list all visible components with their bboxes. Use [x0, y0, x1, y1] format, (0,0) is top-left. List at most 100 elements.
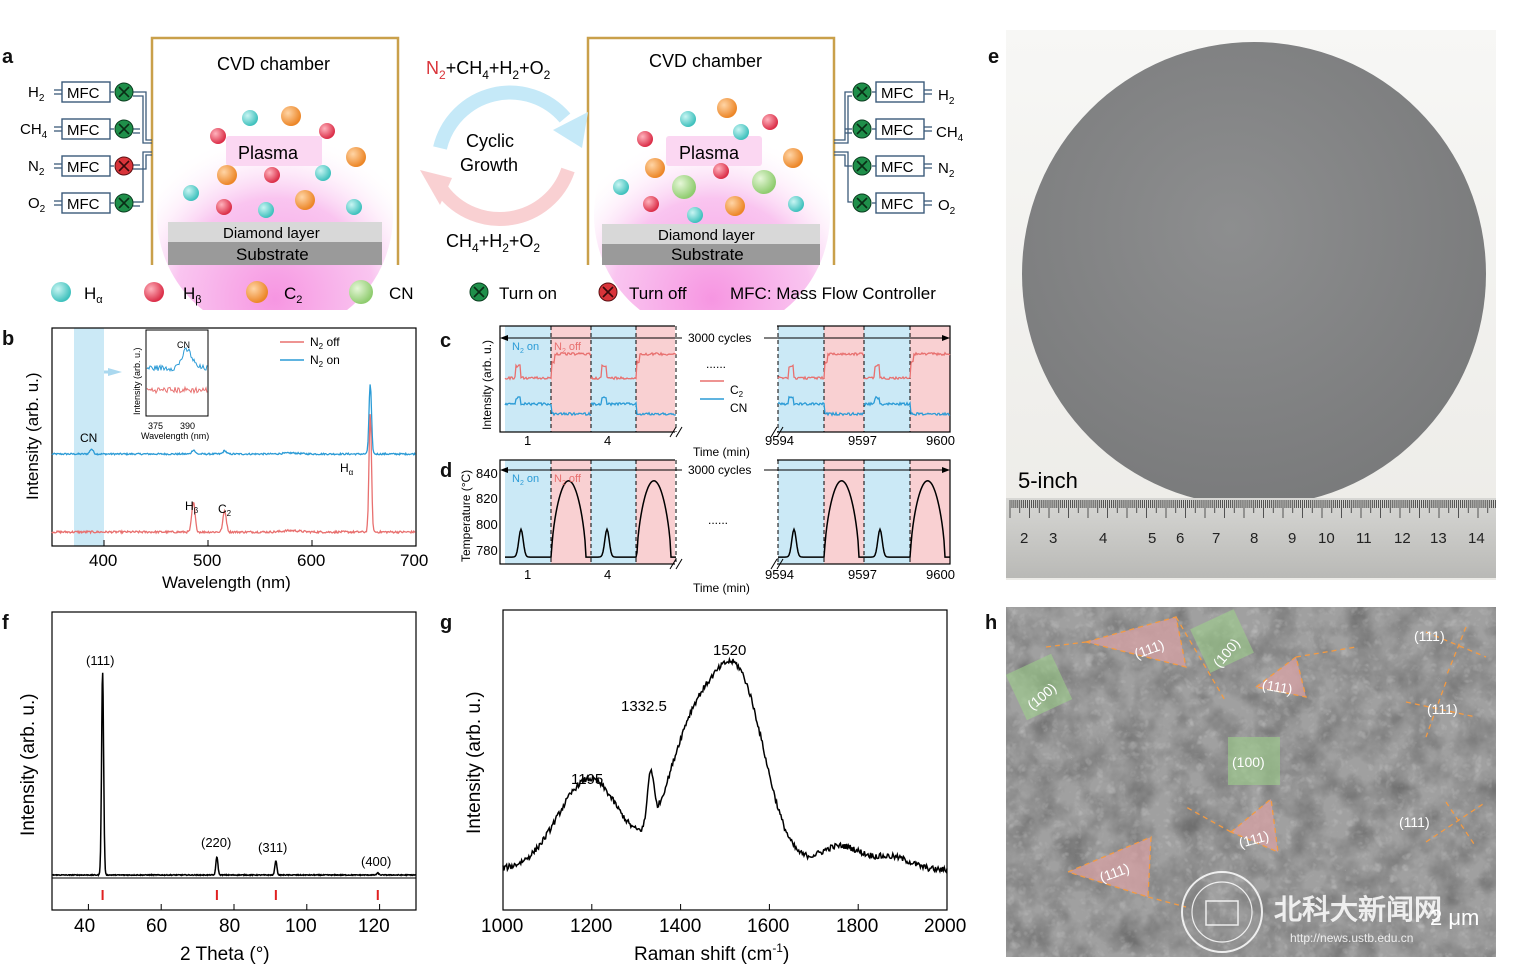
ruler-num-13: 13 [1430, 530, 1447, 547]
cycle-top-formula: N2+CH4+H2+O2 [426, 58, 551, 82]
legend-mfc: MFC: Mass Flow Controller [730, 284, 936, 303]
panel-letter-g: g [440, 612, 453, 634]
left-plasma-label-box [226, 136, 322, 166]
g-tick-1200: 1200 [570, 916, 612, 937]
panel-letter-b: b [2, 328, 15, 350]
gas-label-n2: N2 [28, 158, 45, 178]
d-ytick-800: 800 [476, 517, 498, 532]
series-n2-off [51, 414, 416, 535]
panel-d-ylabel: Temperature (°C) [459, 470, 473, 562]
ruler-num-9: 9 [1288, 530, 1296, 547]
d-ytick-820: 820 [476, 491, 498, 506]
panel-b-ylabel: Intensity (arb. u.) [23, 372, 42, 500]
inset-frame [145, 329, 209, 417]
panel-f-xlabel: 2 Theta (°) [180, 944, 270, 965]
right-plasma-label-box [666, 136, 762, 166]
ruler-num-14: 14 [1468, 530, 1485, 547]
ruler-num-8: 8 [1250, 530, 1258, 547]
panel-c-dots: ...... [706, 357, 726, 371]
watermark: 北科大新闻网 http://news.ustb.edu.cn [1181, 871, 1442, 953]
tick-500: 500 [193, 551, 221, 570]
mfc-label: MFC [881, 159, 914, 176]
series-temperature [505, 480, 950, 558]
g-tick-1800: 1800 [836, 916, 878, 937]
right-substrate [602, 244, 820, 265]
mfc-label: MFC [67, 196, 100, 213]
inset-tick-375: 375 [148, 421, 163, 431]
left-plasma-label: Plasma [238, 143, 299, 163]
cn-highlight-band [74, 328, 104, 546]
panel-b-frame [51, 327, 417, 547]
left-substrate-label: Substrate [236, 245, 309, 264]
series-cn [504, 395, 951, 417]
d-tick-9597: 9597 [848, 567, 877, 582]
panel-c-cycles: 3000 cycles [688, 331, 751, 345]
mfc-label: MFC [67, 122, 100, 139]
facet-label: (111) [1237, 827, 1271, 850]
d-tick-9594: 9594 [765, 567, 794, 582]
facet-label: (111) [1427, 701, 1458, 717]
legend-c2: C2 [284, 284, 302, 306]
diamond-wafer [1022, 42, 1486, 506]
legend-n2-on: N2 on [310, 353, 340, 369]
c-tick-9597: 9597 [848, 433, 877, 448]
g-tick-2000: 2000 [924, 916, 966, 937]
panel-f-ylabel: Intensity (arb. u.) [18, 693, 39, 836]
facet-edge-lines [1045, 616, 1487, 908]
mfc-label: MFC [881, 196, 914, 213]
ruler-num-10: 10 [1318, 530, 1335, 547]
panel-d-dots: ...... [708, 513, 728, 527]
panel-d-shading [505, 460, 950, 564]
left-valves [114, 82, 134, 213]
panel-b-chart: CN 375 390 Wavelength (nm) Intensity (ar… [23, 327, 428, 592]
gas-label-h2: H2 [28, 84, 45, 104]
ruler-num-5: 5 [1148, 530, 1156, 547]
gas-label-ch4: CH4 [20, 121, 48, 141]
d-ytick-840: 840 [476, 466, 498, 481]
annotation-hbeta: Hβ [185, 499, 199, 515]
panel-letter-c: c [440, 330, 452, 352]
panel-b-xlabel: Wavelength (nm) [162, 573, 291, 592]
tick-700: 700 [400, 551, 428, 570]
d-tick-1: 1 [524, 567, 531, 582]
ruler-num-3: 3 [1049, 530, 1057, 547]
tick-400: 400 [89, 551, 117, 570]
panel-a-schematic: CVD chamber CVD chamber Plasma Plasma Cy… [20, 36, 964, 310]
tick-600: 600 [297, 551, 325, 570]
facet-overlays [1006, 609, 1306, 897]
panel-c-xlabel: Time (min) [693, 445, 750, 459]
emblem-icon [1205, 900, 1239, 926]
panel-letter-e: e [988, 46, 1000, 68]
f-tick-80: 80 [219, 916, 240, 937]
mfc-label: MFC [881, 85, 914, 102]
inset-series-off [146, 385, 208, 395]
gas-label-n2-right: N2 [938, 160, 955, 180]
left-substrate [168, 242, 382, 265]
c-tick-9594: 9594 [765, 433, 794, 448]
left-mfc-boxes [61, 81, 111, 214]
g-tick-1600: 1600 [747, 916, 789, 937]
left-chamber-title: CVD chamber [217, 54, 330, 74]
label-n2-off: N2 off [554, 473, 582, 487]
inset-pointer-arrow-icon [108, 368, 122, 376]
xrd-reference-ticks [101, 890, 379, 900]
right-plasma-label: Plasma [679, 143, 740, 163]
panel-g-chart: 1195 1332.5 1520 1000 1200 1400 1600 180… [464, 609, 966, 965]
label-n2-on: N2 on [512, 341, 539, 355]
right-diamond-label: Diamond layer [658, 227, 755, 244]
mfc-label: MFC [881, 122, 914, 139]
panel-letter-f: f [2, 612, 9, 634]
xrd-pattern [51, 672, 417, 877]
f-tick-120: 120 [358, 916, 390, 937]
left-gas-lines [133, 91, 152, 207]
wafer-size-label: 5-inch [1018, 468, 1078, 493]
label-n2-off: N2 off [554, 341, 582, 355]
right-substrate-label: Substrate [671, 245, 744, 264]
gas-label-ch4-right: CH4 [936, 124, 964, 144]
facet-label: (111) [1399, 814, 1430, 830]
legend-cn: CN [389, 284, 414, 303]
ruler-num-12: 12 [1394, 530, 1411, 547]
g-tick-1400: 1400 [659, 916, 701, 937]
legend-cn: CN [730, 401, 747, 415]
mfc-label: MFC [67, 159, 100, 176]
